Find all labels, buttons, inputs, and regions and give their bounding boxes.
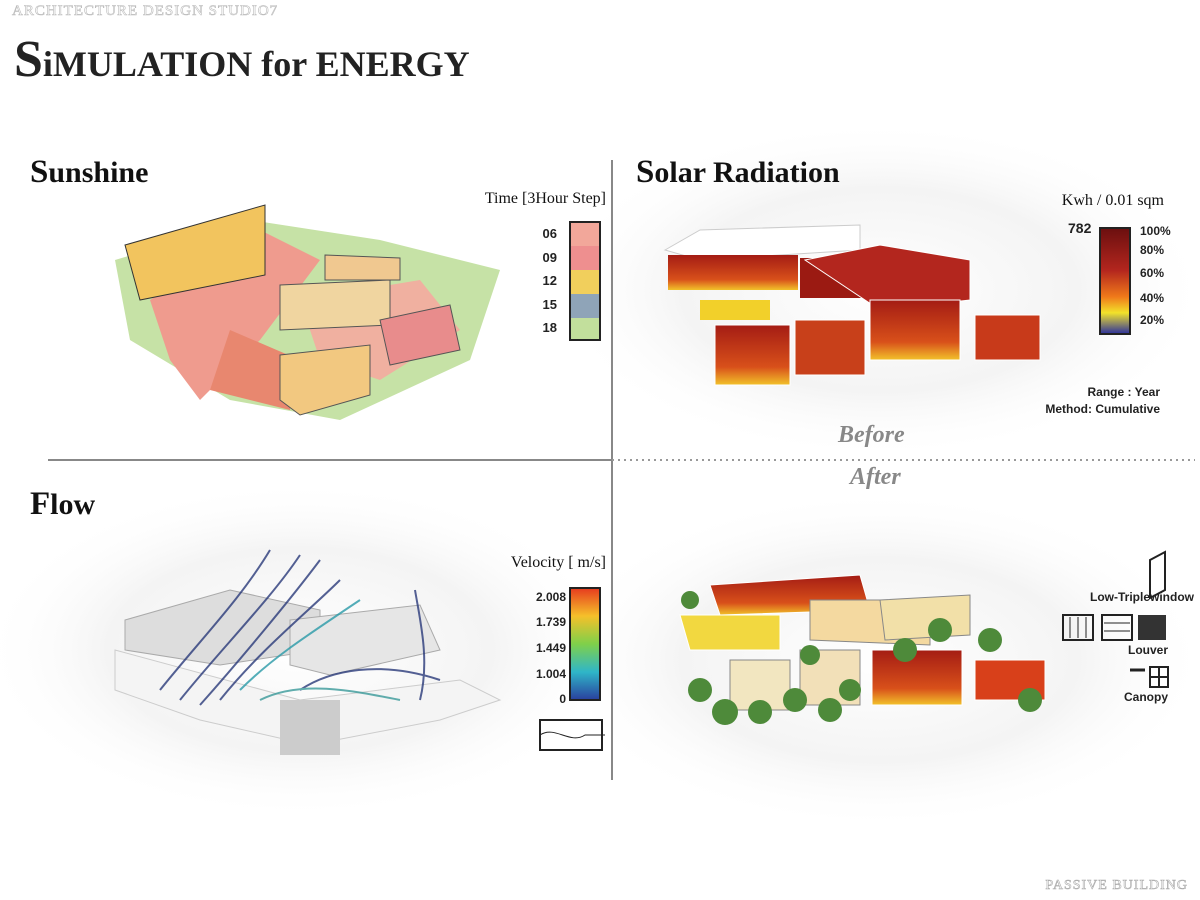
legend-label: 06: [542, 226, 557, 241]
panel-title: Flow: [30, 486, 96, 522]
legend-title: Kwh / 0.01 sqm: [1061, 192, 1164, 209]
panel-title: Sunshine: [30, 154, 149, 190]
legend-label: 1.739: [535, 615, 566, 629]
legend-label: 100%: [1140, 224, 1171, 238]
icon-label: Canopy: [1123, 690, 1168, 704]
legend-label: 40%: [1140, 291, 1165, 305]
note: Range : Year: [1087, 385, 1160, 399]
legend-label: 20%: [1140, 313, 1165, 327]
legend-label: 12: [542, 273, 557, 288]
legend-label: 15: [542, 296, 557, 312]
icon-label: Louver: [1127, 643, 1168, 657]
legend-title: Velocity [ m/s]: [510, 554, 606, 571]
panel-title: Solar Radiation: [636, 154, 840, 190]
note: Method: Cumulative: [1045, 402, 1160, 416]
page-title: SiMULATION for ENERGY: [14, 31, 470, 88]
after-label: After: [850, 464, 901, 490]
legend-label: 60%: [1140, 266, 1165, 280]
before-label: Before: [838, 422, 905, 448]
icon-label: Low-Triplewindow: [1090, 590, 1194, 604]
legend-title: Time [3Hour Step]: [484, 190, 606, 207]
legend-label: 1.004: [535, 667, 566, 681]
legend-label: 80%: [1140, 243, 1165, 257]
studio-name: ARCHITECTURE DESIGN STUDIO7: [12, 3, 279, 20]
legend-label: 18: [542, 320, 557, 335]
legend-label: 2.008: [535, 590, 566, 604]
legend-label: 09: [542, 249, 557, 265]
legend-label: 0: [559, 692, 566, 706]
max-value: 782: [1068, 220, 1092, 236]
legend-label: 1.449: [535, 641, 566, 655]
footer: PASSIVE BUILDING: [1045, 878, 1188, 894]
